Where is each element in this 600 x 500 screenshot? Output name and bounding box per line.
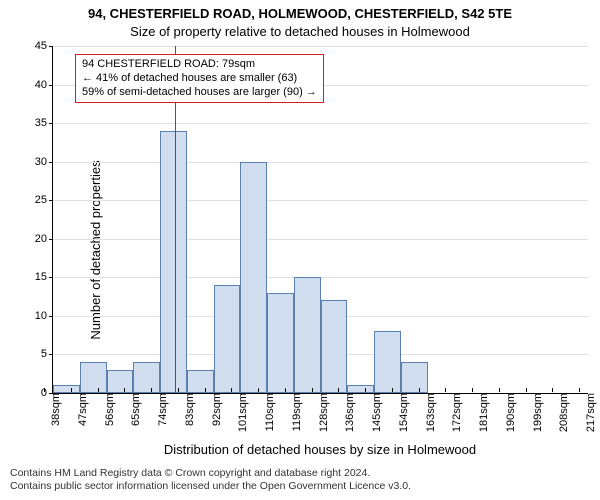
footer-attribution: Contains HM Land Registry data © Crown c… [10, 467, 411, 494]
gridline [53, 200, 588, 201]
gridline [53, 239, 588, 240]
x-tick-label: 56sqm [98, 393, 116, 426]
gridline [53, 123, 588, 124]
x-tick-label: 163sqm [419, 393, 437, 432]
y-tick-label: 5 [41, 348, 53, 360]
y-tick-label: 40 [35, 79, 53, 91]
histogram-bar [374, 331, 401, 393]
x-tick-label: 181sqm [472, 393, 490, 432]
histogram-bar [294, 277, 321, 393]
histogram-bar [187, 370, 214, 393]
histogram-bar [107, 370, 134, 393]
y-tick-label: 10 [35, 310, 53, 322]
annotation-line2: ← 41% of detached houses are smaller (63… [82, 72, 317, 86]
histogram-bar [133, 362, 160, 393]
x-tick-label: 38sqm [44, 393, 62, 426]
x-tick-label: 110sqm [258, 393, 276, 431]
gridline [53, 277, 588, 278]
annotation-box: 94 CHESTERFIELD ROAD: 79sqm ← 41% of det… [75, 54, 324, 103]
x-tick-label: 128sqm [312, 393, 330, 432]
plot-area: 051015202530354045 94 CHESTERFIELD ROAD:… [52, 46, 588, 394]
histogram-bar [160, 131, 187, 393]
annotation-line1: 94 CHESTERFIELD ROAD: 79sqm [82, 58, 317, 72]
x-tick-label: 136sqm [338, 393, 356, 432]
x-tick-label: 119sqm [285, 393, 303, 431]
x-axis-label: Distribution of detached houses by size … [52, 442, 588, 457]
x-tick-label: 65sqm [124, 393, 142, 426]
x-tick-label: 217sqm [579, 393, 597, 432]
y-tick-label: 25 [35, 194, 53, 206]
annotation-line3: 59% of semi-detached houses are larger (… [82, 86, 317, 100]
chart-title-line2: Size of property relative to detached ho… [0, 24, 600, 39]
y-tick-label: 20 [35, 233, 53, 245]
histogram-bar [267, 293, 294, 393]
x-tick-label: 190sqm [499, 393, 517, 432]
histogram-bar [53, 385, 80, 393]
x-tick-label: 199sqm [526, 393, 544, 432]
x-tick-label: 83sqm [178, 393, 196, 426]
footer-line2: Contains public sector information licen… [10, 480, 411, 494]
histogram-bar [214, 285, 241, 393]
histogram-bar [347, 385, 374, 393]
x-tick-label: 145sqm [365, 393, 383, 432]
x-tick-label: 172sqm [445, 393, 463, 432]
gridline [53, 162, 588, 163]
x-tick-label: 92sqm [205, 393, 223, 426]
footer-line1: Contains HM Land Registry data © Crown c… [10, 467, 411, 481]
x-tick-label: 208sqm [552, 393, 570, 432]
chart-title-line1: 94, CHESTERFIELD ROAD, HOLMEWOOD, CHESTE… [0, 6, 600, 21]
histogram-bar [401, 362, 428, 393]
gridline [53, 46, 588, 47]
y-tick-label: 15 [35, 271, 53, 283]
x-tick-label: 74sqm [151, 393, 169, 426]
y-tick-label: 45 [35, 40, 53, 52]
y-tick-label: 30 [35, 156, 53, 168]
x-tick-label: 101sqm [231, 393, 249, 432]
histogram-bar [240, 162, 267, 393]
x-tick-label: 154sqm [392, 393, 410, 432]
histogram-bar [80, 362, 107, 393]
y-tick-label: 35 [35, 117, 53, 129]
histogram-bar [321, 300, 348, 393]
x-tick-label: 47sqm [71, 393, 89, 426]
chart-container: 94, CHESTERFIELD ROAD, HOLMEWOOD, CHESTE… [0, 0, 600, 500]
